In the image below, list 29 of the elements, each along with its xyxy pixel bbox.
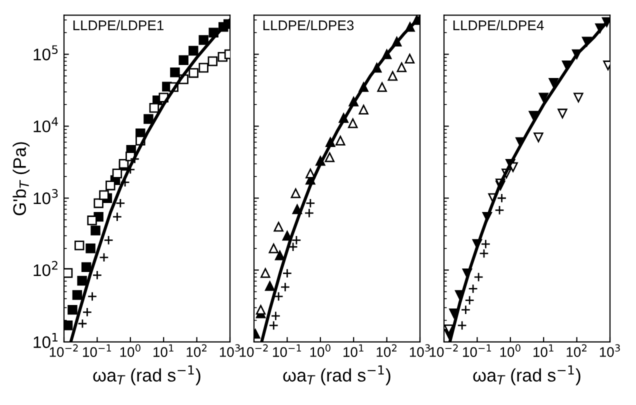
- y-tick-label: 10$^{4}$: [34, 117, 58, 132]
- x-tick-label: 10$^{3}$: [220, 344, 240, 357]
- x-tick-label: 10$^{3}$: [410, 344, 430, 357]
- x-tick-label: 10$^{0}$: [120, 344, 140, 357]
- y-tick-label: 10$^{2}$: [34, 260, 58, 276]
- x-tick-label: 10$^{−2}$: [50, 344, 78, 357]
- x-tick-label: 10$^{−1}$: [273, 344, 302, 357]
- x-tick-label: 10$^{1}$: [344, 344, 364, 357]
- x-axis-title: ωa$_{T}$ (rad s$^{−1}$): [473, 365, 580, 386]
- chart-title: LLDPE/LDPE3: [263, 20, 354, 30]
- x-tick-label: 10$^{1}$: [534, 344, 554, 357]
- x-tick-label: 10$^{2}$: [376, 344, 396, 357]
- x-tick-label: 10$^{1}$: [154, 344, 174, 357]
- x-tick-label: 10$^{−1}$: [463, 344, 492, 357]
- chart-title: LLDPE/LDPE4: [453, 20, 544, 30]
- x-tick-label: 10$^{3}$: [600, 344, 620, 357]
- x-tick-label: 10$^{−2}$: [240, 344, 268, 357]
- x-tick-label: 10$^{−1}$: [83, 344, 112, 357]
- y-tick-label: 10$^{5}$: [34, 45, 58, 60]
- chart-title: LLDPE/LDPE1: [73, 20, 164, 30]
- x-tick-label: 10$^{0}$: [310, 344, 330, 357]
- x-tick-label: 10$^{2}$: [566, 344, 586, 357]
- x-axis-title: ωa$_{T}$ (rad s$^{−1}$): [93, 365, 200, 386]
- y-axis-title: G'b$_{T}$ (Pa): [12, 142, 30, 216]
- x-axis-title: ωa$_{T}$ (rad s$^{−1}$): [283, 365, 390, 386]
- x-tick-label: 10$^{0}$: [500, 344, 520, 357]
- x-tick-label: 10$^{−2}$: [430, 344, 458, 357]
- x-tick-label: 10$^{2}$: [186, 344, 206, 357]
- y-tick-label: 10$^{3}$: [34, 189, 58, 204]
